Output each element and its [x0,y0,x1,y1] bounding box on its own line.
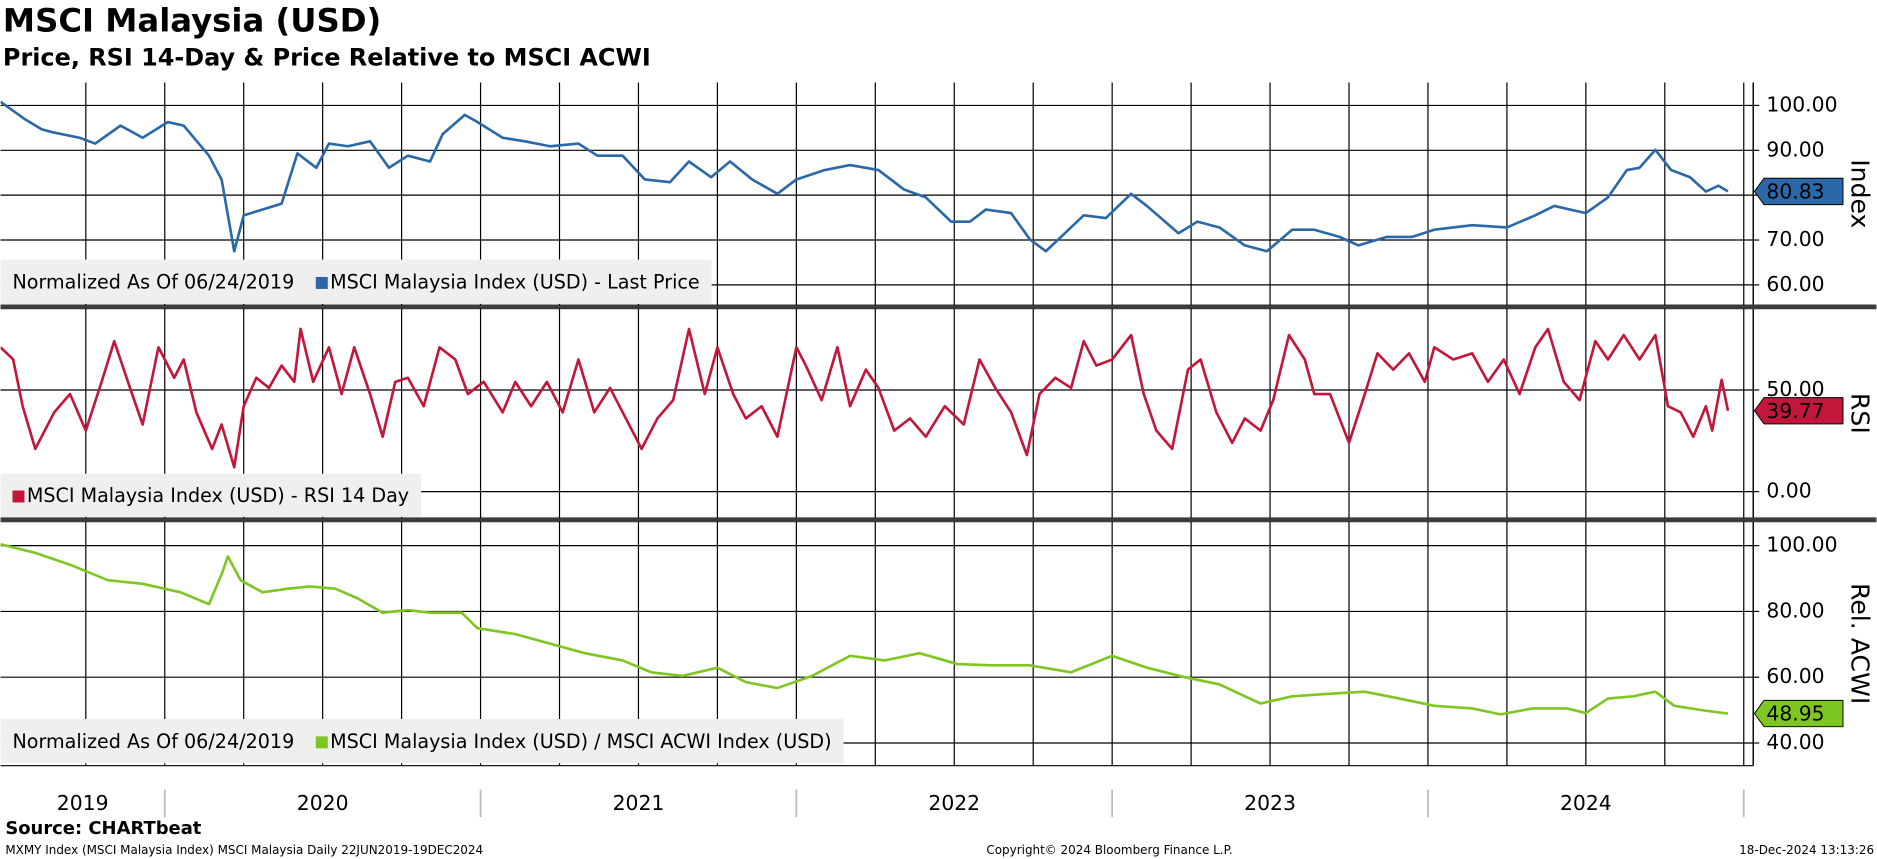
footer-center: Copyright© 2024 Bloomberg Finance L.P. [986,843,1232,857]
x-tick-label: 2021 [613,791,665,815]
last-value-badge [1753,397,1844,425]
subtitle: Price, RSI 14-Day & Price Relative to MS… [3,44,651,72]
y-tick-label: 50.00 [1766,377,1824,401]
legend-label: MSCI Malaysia Index (USD) - Last Price [330,270,700,293]
y-tick-label: 60.00 [1766,664,1824,688]
legend-box [0,473,422,517]
legend-swatch [315,736,328,749]
y-tick-label: 60.00 [1766,272,1824,296]
legend-box [0,719,844,764]
y-tick-label: 90.00 [1766,137,1824,161]
legend-label: MSCI Malaysia Index (USD) / MSCI ACWI In… [330,730,831,753]
x-tick-label: 2020 [297,791,349,815]
title: MSCI Malaysia (USD) [3,2,381,40]
footer-right: 18-Dec-2024 13:13:26 [1739,843,1874,857]
y-tick-label: 0.00 [1766,479,1811,503]
series-line [0,100,1729,253]
x-tick-label: 2019 [57,791,109,815]
y-tick-label: 100.00 [1766,92,1837,116]
x-tick-label: 2022 [928,791,980,815]
legend-box [0,259,712,304]
last-value-badge [1753,699,1844,728]
legend-swatch [12,490,25,503]
panel: 40.00 60.00 80.00 100.00 Normalized As Of 06… [0,521,1875,766]
x-tick-label: 2023 [1244,791,1296,815]
y-tick-label: 100.00 [1766,533,1837,557]
series-line [0,543,1729,716]
legend-note: Normalized As Of 06/24/2019 [13,270,295,293]
last-value-label: 80.83 [1766,180,1824,204]
footer-left: MXMY Index (MSCI Malaysia Index) MSCI Ma… [5,843,483,857]
last-value-label: 48.95 [1766,702,1824,726]
last-value-badge [1753,177,1844,206]
legend-label: MSCI Malaysia Index (USD) - RSI 14 Day [27,484,409,507]
last-value-label: 39.77 [1766,399,1824,423]
y-axis-title: Index [1846,159,1875,228]
x-tick-label: 2024 [1560,791,1612,815]
y-tick-label: 80.00 [1766,598,1824,622]
y-tick-label: 70.00 [1766,227,1824,251]
y-axis-title: RSI [1846,393,1875,434]
panel: 0.00 50.00 MSCI Malaysia Index (USD) - RSI… [0,308,1875,519]
legend-note: Normalized As Of 06/24/2019 [13,730,295,753]
y-tick-label: 40.00 [1766,730,1824,754]
source: Source: CHARTbeat [5,818,201,839]
y-axis-title: Rel. ACWI [1846,583,1875,704]
legend-swatch [315,276,328,289]
series-line [0,327,1730,469]
